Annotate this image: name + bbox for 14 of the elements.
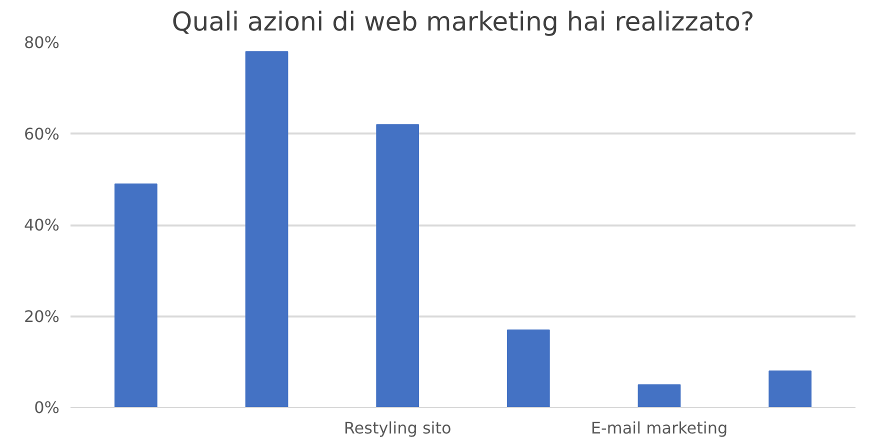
- bar: [376, 124, 420, 408]
- bar: [768, 370, 812, 408]
- y-tick-label: 0%: [34, 398, 60, 417]
- bar: [506, 329, 550, 408]
- y-tick-label: 20%: [24, 306, 60, 326]
- y-tick-label: 80%: [24, 33, 60, 52]
- bar: [638, 384, 681, 408]
- y-tick-label: 40%: [24, 216, 60, 234]
- x-tick-label: Restyling sito: [344, 418, 452, 438]
- chart-title: Quali azioni di web marketing hai realizzato?: [172, 8, 754, 38]
- x-tick-label: E-mail marketing: [590, 418, 728, 438]
- y-tick-label: 60%: [24, 124, 60, 144]
- bar: [114, 183, 158, 408]
- bar: [245, 51, 288, 408]
